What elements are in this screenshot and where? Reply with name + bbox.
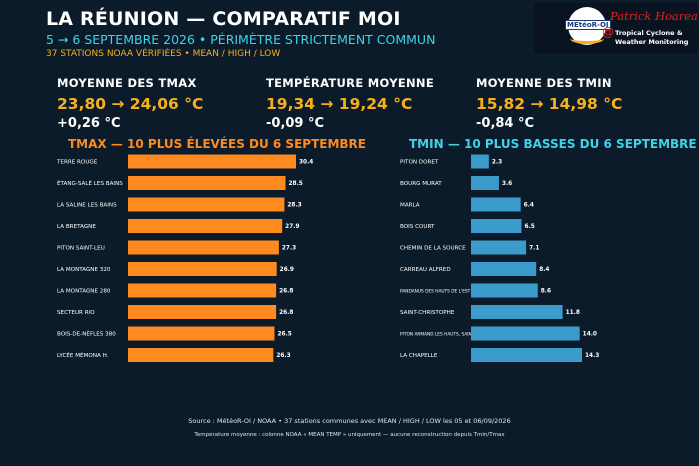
tmax-bar bbox=[128, 326, 275, 341]
tmax-category-label: LA MONTAGNE 280 bbox=[57, 289, 111, 295]
tmin-bar bbox=[471, 154, 489, 169]
tmax-value-label: 26.5 bbox=[277, 332, 291, 338]
stat-tmax-value: 23,80 → 24,06 °C bbox=[57, 95, 204, 113]
tmax-category-label: LA BRETAGNE bbox=[57, 224, 96, 230]
tmax-bar bbox=[128, 240, 279, 255]
page-subtitle: 5 → 6 SEPTEMBRE 2026 • PÉRIMÈTRE STRICTE… bbox=[46, 32, 436, 47]
tmin-bar bbox=[471, 197, 521, 212]
cyclone-icon: @ bbox=[602, 25, 614, 39]
stat-tmax-label: MOYENNE DES TMAX bbox=[57, 76, 197, 90]
tmin-value-label: 8.4 bbox=[539, 267, 549, 273]
tmin-bar bbox=[471, 176, 499, 190]
logo-badge: MÉtéoR-OI bbox=[565, 20, 611, 30]
tmin-category-label: BOURG MURAT bbox=[400, 181, 442, 187]
tmin-value-label: 3.6 bbox=[502, 181, 512, 187]
tmax-value-label: 28.3 bbox=[287, 203, 301, 209]
tmin-value-label: 11.8 bbox=[566, 310, 580, 316]
tmin-bar bbox=[471, 240, 527, 255]
tmin-bar bbox=[471, 262, 537, 276]
tmax-category-label: PITON SAINT-LEU bbox=[57, 246, 105, 252]
tmin-bar bbox=[471, 326, 580, 341]
stat-tmin-value: 15,82 → 14,98 °C bbox=[476, 95, 623, 113]
tmin-category-label: LA CHAPELLE bbox=[400, 353, 438, 359]
tmin-value-label: 14.3 bbox=[585, 353, 599, 359]
stat-tmin-label: MOYENNE DES TMIN bbox=[476, 76, 612, 90]
stat-tmax-delta: +0,26 °C bbox=[57, 116, 121, 131]
tmax-chart-title: TMAX — 10 PLUS ÉLEVÉES DU 6 SEPTEMBRE bbox=[68, 137, 366, 151]
tmax-value-label: 26.3 bbox=[276, 353, 290, 359]
tmin-value-label: 2.3 bbox=[492, 160, 502, 166]
tmax-category-label: LA MONTAGNE 320 bbox=[57, 267, 111, 273]
tmin-value-label: 6.4 bbox=[524, 203, 534, 209]
tmin-value-label: 7.1 bbox=[529, 246, 539, 252]
tmin-bar bbox=[471, 219, 522, 233]
footer-note: Température moyenne : colonne NOAA « MEA… bbox=[194, 432, 505, 438]
tmax-bar bbox=[128, 154, 296, 169]
tmin-category-label: CHEMIN DE LA SOURCE bbox=[400, 246, 466, 252]
tmax-category-label: TERRE ROUGE bbox=[56, 160, 98, 166]
logo-subtitle-1: Tropical Cyclone & bbox=[615, 29, 683, 37]
footer-source: Source : MétéoR-OI / NOAA • 37 stations … bbox=[188, 417, 511, 425]
stat-tmin-delta: -0,84 °C bbox=[476, 116, 535, 131]
logo-name: Patrick Hoareau bbox=[610, 9, 698, 23]
tmin-chart: PITON DORET 2.3 BOURG MURAT 3.6 MARLA 6.4 BOIS… bbox=[400, 154, 599, 362]
tmax-value-label: 30.4 bbox=[299, 160, 313, 166]
tmax-value-label: 28.5 bbox=[289, 181, 303, 187]
tmax-value-label: 27.9 bbox=[285, 224, 299, 230]
tmax-bar bbox=[128, 262, 277, 276]
tmin-category-label: PITON ARMAND LES HAUTS, SAINT bbox=[400, 332, 475, 338]
tmin-category-label: PANDANUS DES HAUTS DE L'EST bbox=[400, 289, 471, 295]
tmin-bar bbox=[471, 348, 582, 362]
tmin-value-label: 6.5 bbox=[524, 224, 534, 230]
page-note: 37 STATIONS NOAA VÉRIFIÉES • MEAN / HIGH… bbox=[46, 49, 281, 59]
tmax-chart: TERRE ROUGE 30.4 ÉTANG-SALÉ LES BAINS 28.5 L… bbox=[56, 154, 313, 362]
tmax-value-label: 27.3 bbox=[282, 246, 296, 252]
tmin-category-label: SAINT-CHRISTOPHE bbox=[400, 310, 455, 316]
logo-swoosh bbox=[570, 33, 604, 44]
page-title: LA RÉUNION — COMPARATIF MOI bbox=[46, 8, 401, 30]
stat-tmax: MOYENNE DES TMAX 23,80 → 24,06 °C +0,26 … bbox=[57, 76, 203, 131]
stat-tmean-value: 19,34 → 19,24 °C bbox=[266, 95, 413, 113]
tmax-bar bbox=[128, 176, 286, 190]
tmax-bar bbox=[128, 197, 285, 212]
tmax-bar bbox=[128, 283, 277, 298]
tmin-category-label: MARLA bbox=[400, 203, 420, 209]
tmin-bar bbox=[471, 283, 538, 298]
tmax-category-label: LYCÉE MÉMONA H. bbox=[57, 351, 109, 359]
tmax-category-label: ÉTANG-SALÉ LES BAINS bbox=[57, 179, 123, 187]
tmax-bar bbox=[128, 219, 283, 233]
stat-tmean-label: TEMPÉRATURE MOYENNE bbox=[266, 76, 434, 90]
tmax-value-label: 26.8 bbox=[279, 310, 293, 316]
tmax-category-label: SECTEUR RIO bbox=[57, 310, 95, 316]
tmin-chart-title: TMIN — 10 PLUS BASSES DU 6 SEPTEMBRE bbox=[409, 137, 697, 151]
logo-subtitle-2: Weather Monitoring bbox=[615, 38, 689, 46]
logo: MÉtéoR-OI Patrick Hoareau @ Tropical Cyc… bbox=[534, 3, 698, 53]
stat-tmean-delta: -0,09 °C bbox=[266, 116, 325, 131]
tmin-category-label: BOIS COURT bbox=[400, 224, 435, 230]
tmin-category-label: CARREAU ALFRED bbox=[400, 267, 451, 273]
tmax-bar bbox=[128, 348, 274, 362]
tmax-bar bbox=[128, 305, 277, 319]
tmax-value-label: 26.8 bbox=[279, 289, 293, 295]
tmin-value-label: 8.6 bbox=[541, 289, 551, 295]
stat-tmean: TEMPÉRATURE MOYENNE 19,34 → 19,24 °C -0,… bbox=[266, 76, 434, 131]
stat-tmin: MOYENNE DES TMIN 15,82 → 14,98 °C -0,84 … bbox=[476, 76, 622, 131]
tmax-value-label: 26.9 bbox=[280, 267, 294, 273]
tmax-category-label: BOIS-DE-NÈFLES 380 bbox=[57, 330, 116, 338]
tmax-category-label: LA SALINE LES BAINS bbox=[57, 203, 117, 209]
tmin-value-label: 14.0 bbox=[583, 332, 597, 338]
tmin-category-label: PITON DORET bbox=[400, 160, 439, 166]
tmin-bar bbox=[471, 305, 563, 319]
